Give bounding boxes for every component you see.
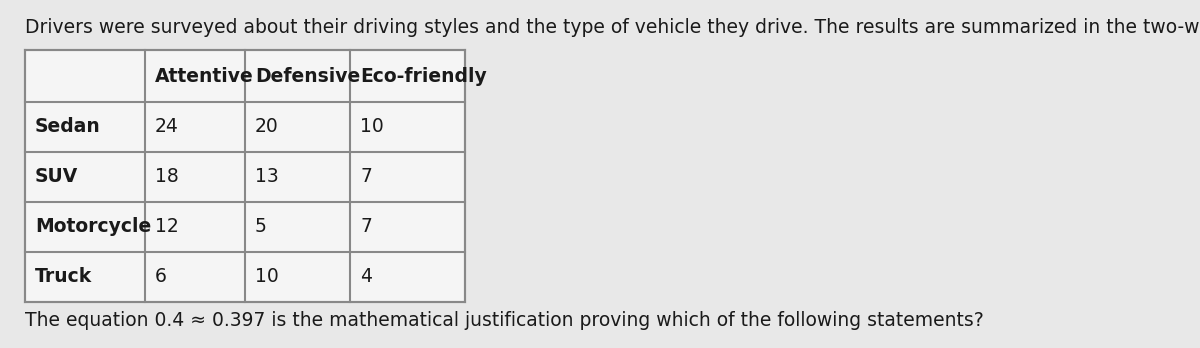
- Text: 7: 7: [360, 218, 372, 237]
- Text: Truck: Truck: [35, 268, 92, 286]
- Text: 10: 10: [256, 268, 278, 286]
- Text: 18: 18: [155, 167, 179, 187]
- Text: Defensive: Defensive: [256, 66, 360, 86]
- Text: 24: 24: [155, 118, 179, 136]
- Text: 10: 10: [360, 118, 384, 136]
- Text: Sedan: Sedan: [35, 118, 101, 136]
- Text: Eco-friendly: Eco-friendly: [360, 66, 487, 86]
- Text: 20: 20: [256, 118, 278, 136]
- Text: Attentive: Attentive: [155, 66, 253, 86]
- Text: 13: 13: [256, 167, 278, 187]
- Bar: [25, 50, 466, 302]
- Text: The equation 0.4 ≈ 0.397 is the mathematical justification proving which of the : The equation 0.4 ≈ 0.397 is the mathemat…: [25, 311, 984, 330]
- Text: 4: 4: [360, 268, 372, 286]
- Text: 12: 12: [155, 218, 179, 237]
- Text: 5: 5: [256, 218, 266, 237]
- Text: Drivers were surveyed about their driving styles and the type of vehicle they dr: Drivers were surveyed about their drivin…: [25, 18, 1200, 37]
- Text: SUV: SUV: [35, 167, 78, 187]
- Text: Motorcycle: Motorcycle: [35, 218, 151, 237]
- Text: 6: 6: [155, 268, 167, 286]
- Text: 7: 7: [360, 167, 372, 187]
